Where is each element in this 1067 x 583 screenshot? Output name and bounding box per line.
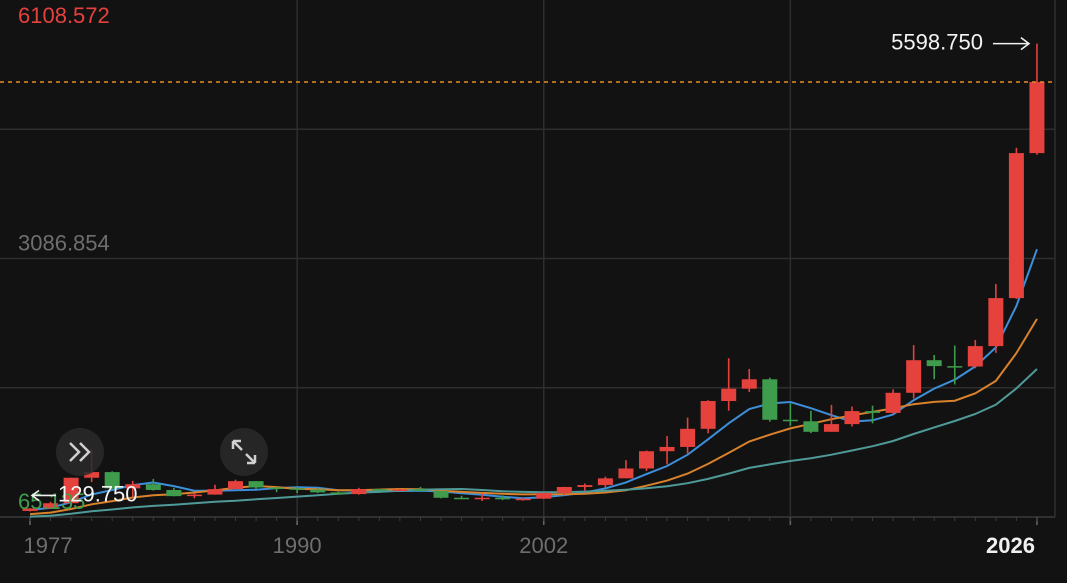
- candle-body: [680, 428, 696, 447]
- min-label: 129.750: [58, 481, 138, 506]
- x-tick-label: 2002: [519, 533, 568, 558]
- candle-body: [433, 491, 449, 498]
- candle-body: [412, 489, 428, 492]
- candle-body: [145, 484, 161, 490]
- y-tick-label: 3086.854: [18, 230, 110, 255]
- x-tick-label: 1990: [273, 533, 322, 558]
- candle-body: [228, 481, 243, 490]
- candle-body: [454, 497, 470, 500]
- candle-body: [721, 388, 737, 402]
- candle-body: [371, 489, 387, 491]
- candle-body: [947, 366, 963, 368]
- candle-body: [926, 360, 942, 367]
- candle-body: [43, 503, 59, 509]
- candle-body: [906, 360, 922, 393]
- candle-body: [495, 497, 511, 500]
- candle-body: [762, 379, 778, 420]
- candle-body: [597, 478, 613, 486]
- x-tick-label: 1977: [24, 533, 73, 558]
- candle-body: [577, 485, 593, 487]
- max-arrow-head: [1020, 36, 1031, 51]
- candle-body: [844, 411, 860, 425]
- candle-body: [186, 494, 202, 497]
- candle-body: [515, 498, 531, 501]
- candle-body: [659, 446, 675, 452]
- min-arrow-head: [30, 489, 40, 502]
- candle-body: [885, 392, 901, 413]
- candle-body: [104, 472, 120, 489]
- candle-body: [310, 489, 326, 493]
- moving-average-line: [29, 368, 1038, 518]
- candle-body: [166, 489, 182, 497]
- candle-body: [741, 379, 757, 389]
- x-tick-label: 2026: [986, 533, 1035, 558]
- candle-body: [125, 484, 141, 489]
- candle-body: [700, 401, 716, 429]
- candle-body: [967, 346, 983, 367]
- candle-body: [392, 489, 408, 491]
- candle-body: [474, 497, 490, 500]
- candle-body: [22, 508, 38, 511]
- candle-body: [865, 411, 881, 413]
- candle-body: [351, 489, 367, 495]
- candle-body: [618, 468, 634, 479]
- candle-body: [782, 419, 798, 422]
- candle-body: [269, 487, 285, 489]
- candle-body: [988, 298, 1004, 347]
- moving-average-line: [29, 248, 1038, 511]
- candle-body: [823, 424, 839, 432]
- candle-body: [63, 477, 79, 504]
- candle-body: [207, 489, 223, 495]
- candle-body: [330, 492, 346, 495]
- candle-body: [84, 472, 100, 478]
- candle-body: [289, 488, 305, 490]
- candle-body: [639, 451, 654, 469]
- candle-body: [1008, 153, 1024, 299]
- y-tick-label: 65.135: [18, 489, 85, 514]
- y-tick-label: 6108.572: [18, 3, 110, 28]
- candle-body: [248, 481, 264, 488]
- expand-button[interactable]: [220, 428, 268, 476]
- max-label: 5598.750: [891, 29, 983, 54]
- candle-body: [1029, 82, 1045, 154]
- candle-body: [803, 421, 819, 432]
- scroll-button[interactable]: [56, 428, 104, 476]
- candle-body: [556, 486, 572, 493]
- candle-body: [536, 492, 552, 499]
